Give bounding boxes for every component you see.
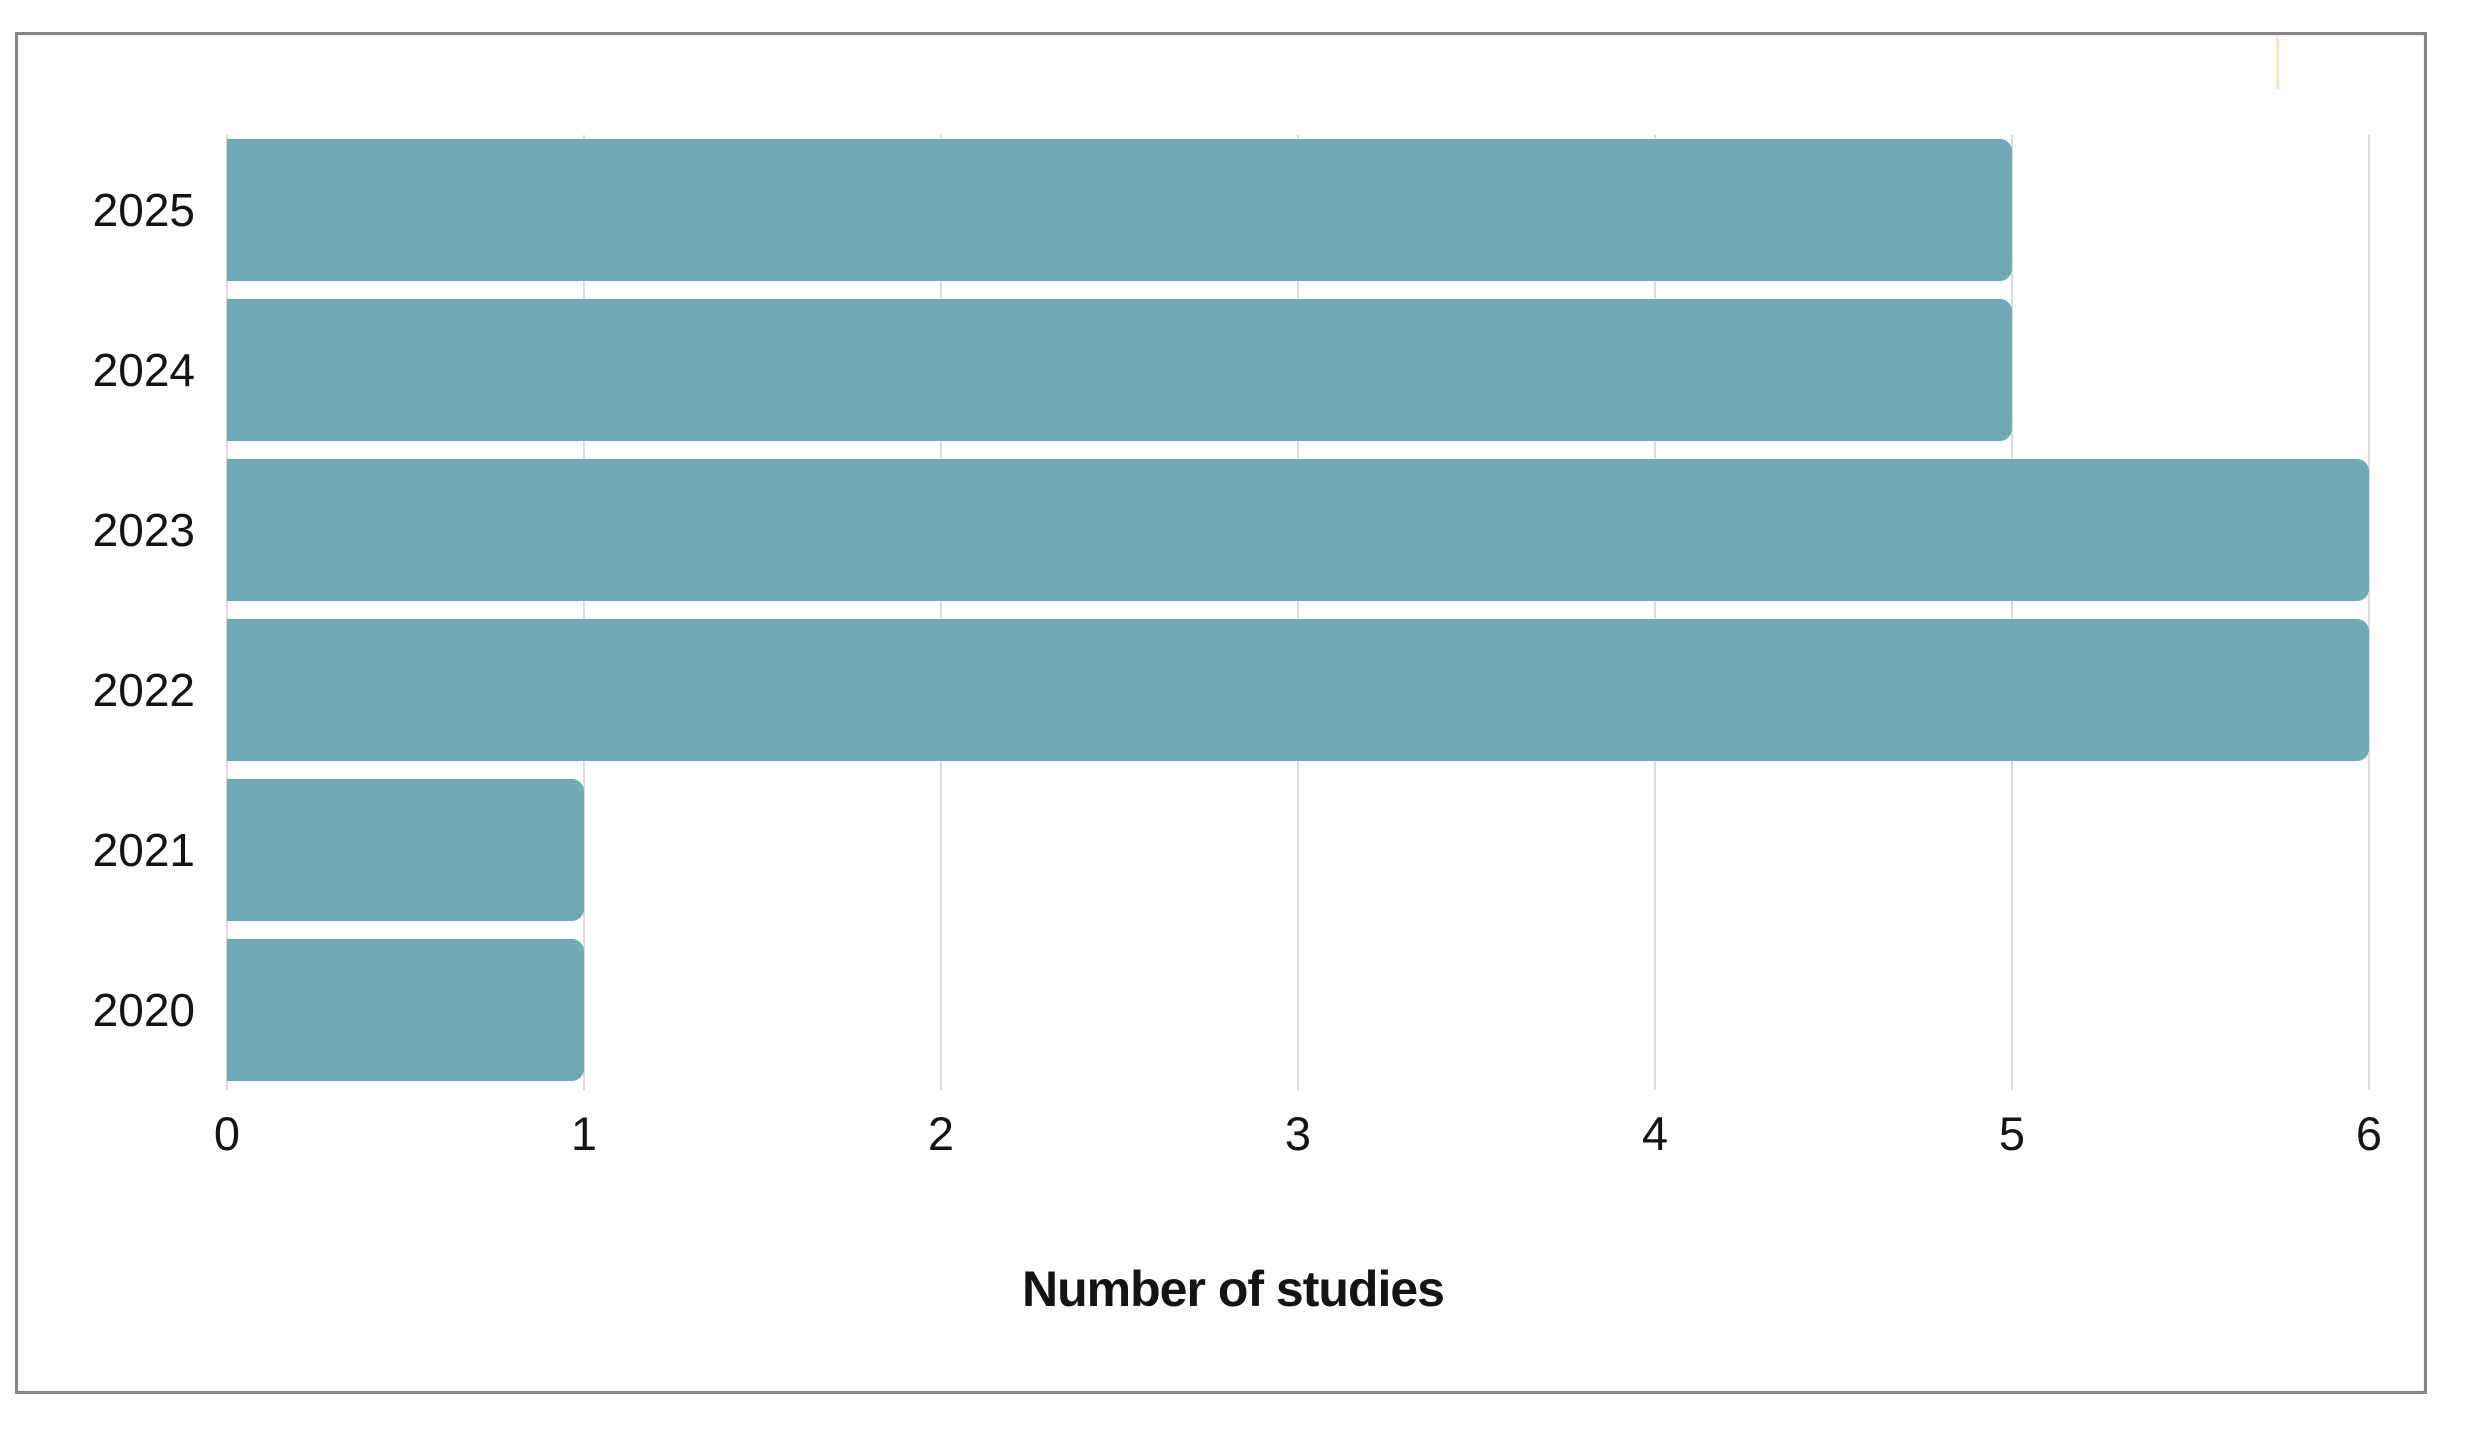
y-tick-label-2024: 2024 (92, 344, 195, 396)
cursor-artifact-line (2276, 35, 2279, 89)
x-tick-label-6: 6 (2355, 1107, 2383, 1160)
gridline (1297, 135, 1299, 1090)
bar-2024 (227, 299, 2012, 441)
y-tick-label-2021: 2021 (92, 824, 195, 876)
x-tick-label-4: 4 (1641, 1107, 1669, 1160)
gridline (226, 135, 228, 1090)
x-axis-title: Number of studies (1022, 1261, 1445, 1317)
x-tick-label-5: 5 (1998, 1107, 2026, 1160)
gridline (2368, 135, 2370, 1090)
y-tick-label-2022: 2022 (92, 664, 195, 716)
x-tick-label-2: 2 (927, 1107, 955, 1160)
x-tick-label-1: 1 (570, 1107, 598, 1160)
bar-2023 (227, 459, 2369, 601)
gridline (1654, 135, 1656, 1090)
y-tick-label-2023: 2023 (92, 504, 195, 556)
x-tick-label-3: 3 (1284, 1107, 1312, 1160)
gridline (940, 135, 942, 1090)
gridline (583, 135, 585, 1090)
y-tick-label-2020: 2020 (92, 984, 195, 1036)
y-tick-label-2025: 2025 (92, 184, 195, 236)
bar-2022 (227, 619, 2369, 761)
x-tick-label-0: 0 (213, 1107, 241, 1160)
bar-2025 (227, 139, 2012, 281)
bar-2021 (227, 779, 584, 921)
bar-2020 (227, 939, 584, 1081)
plot-area (226, 130, 2370, 1090)
gridline (2011, 135, 2013, 1090)
